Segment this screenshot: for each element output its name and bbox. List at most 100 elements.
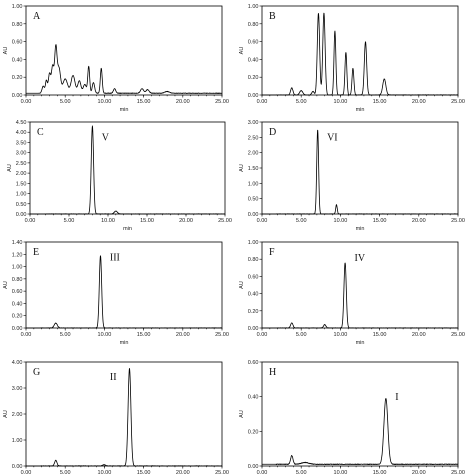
panel-a-x-tick-label: 10.00 bbox=[98, 99, 112, 105]
panel-d: 0.00 5.00 10.00 15.00 20.00 25.00 0.00 0.50 1.00… bbox=[239, 120, 465, 232]
panel-h-x-tick-label: 25.00 bbox=[451, 470, 465, 474]
panel-h-y-axis-title: AU bbox=[239, 410, 245, 418]
panel-e-y-tick-label: 0.20 bbox=[12, 314, 23, 320]
panel-a-x-tick-label: 15.00 bbox=[137, 99, 151, 105]
panel-b-x-axis-title: min bbox=[356, 107, 365, 113]
panel-a: 0.00 5.00 10.00 15.00 20.00 25.00 0.00 0.20 0.40… bbox=[3, 4, 229, 113]
panel-e-y-tick-label: 1.20 bbox=[12, 252, 23, 258]
panel-f-x-tick-label: 20.00 bbox=[412, 332, 426, 338]
panel-d-y-tick-label: 2.50 bbox=[248, 135, 259, 141]
panel-a-x-tick-label: 20.00 bbox=[176, 99, 190, 105]
panel-c-y-axis-title: AU bbox=[7, 164, 13, 172]
panel-f-x-tick-label: 0.00 bbox=[257, 332, 268, 338]
panel-d-x-tick-label: 15.00 bbox=[373, 218, 387, 224]
panel-b-x-tick-label: 15.00 bbox=[373, 99, 387, 105]
panel-b-x-tick-label: 25.00 bbox=[451, 99, 465, 105]
panel-e-y-tick-label: 0.80 bbox=[12, 277, 23, 283]
panel-b-trace bbox=[261, 12, 459, 96]
panel-e-x-tick-label: 25.00 bbox=[215, 332, 229, 338]
panel-d-x-tick-label: 20.00 bbox=[412, 218, 426, 224]
panel-f-y-tick-label: 0.80 bbox=[248, 257, 259, 263]
panel-f-peak-label: IV bbox=[355, 253, 366, 264]
panel-f-y-tick-label: 0.60 bbox=[248, 274, 259, 280]
panel-b-y-tick-label: 0.80 bbox=[248, 22, 259, 28]
panel-h-y-tick-label: 0.40 bbox=[248, 395, 259, 401]
panel-d-y-tick-label: 0.50 bbox=[248, 197, 259, 203]
panel-a-y-tick-label: 0.80 bbox=[12, 22, 23, 28]
panel-a-x-axis-title: min bbox=[120, 107, 129, 113]
panel-e-peak-label: III bbox=[110, 252, 120, 263]
panel-e-x-tick-label: 5.00 bbox=[60, 332, 71, 338]
panel-f-y-tick-label: 0.20 bbox=[248, 309, 259, 315]
panel-c-y-tick-label: 3.00 bbox=[16, 151, 27, 157]
panel-h-trace bbox=[261, 398, 459, 465]
panel-f-x-tick-label: 25.00 bbox=[451, 332, 465, 338]
panel-a-axes-frame bbox=[25, 5, 223, 96]
panel-d-y-axis-title: AU bbox=[239, 164, 245, 172]
panel-c-letter: C bbox=[37, 127, 44, 138]
panel-b-y-tick-label: 0.00 bbox=[248, 93, 259, 99]
panel-c-y-tick-label: 1.50 bbox=[16, 181, 27, 187]
panel-b-y-tick-label: 1.00 bbox=[248, 4, 259, 10]
panel-b-y-tick-label: 0.20 bbox=[248, 75, 259, 81]
panel-d-y-tick-label: 0.00 bbox=[248, 212, 259, 218]
panel-a-y-tick-label: 1.00 bbox=[12, 4, 23, 10]
panel-c-x-tick-label: 5.00 bbox=[64, 218, 75, 224]
panel-a-y-tick-label: 0.40 bbox=[12, 57, 23, 63]
panel-g-trace bbox=[25, 367, 223, 467]
panel-g-peak-label: II bbox=[110, 372, 117, 383]
panel-a-x-tick-label: 0.00 bbox=[21, 99, 32, 105]
panel-e: 0.00 5.00 10.00 15.00 20.00 25.00 0.00 0.20 0.40… bbox=[3, 240, 229, 346]
panel-e-axes-frame bbox=[25, 241, 223, 329]
panel-f-x-tick-label: 10.00 bbox=[334, 332, 348, 338]
panel-g-y-axis-title: AU bbox=[3, 410, 9, 418]
panel-c-y-tick-label: 2.50 bbox=[16, 161, 27, 167]
panel-h-x-tick-label: 20.00 bbox=[412, 470, 426, 474]
panel-h-x-tick-label: 0.00 bbox=[257, 470, 268, 474]
panel-h-axes-frame bbox=[261, 361, 459, 467]
panel-f-y-axis-title: AU bbox=[239, 281, 245, 289]
panel-a-y-tick-label: 0.00 bbox=[12, 93, 23, 99]
panel-d-x-tick-label: 25.00 bbox=[451, 218, 465, 224]
panel-d-x-tick-label: 10.00 bbox=[334, 218, 348, 224]
panel-e-y-tick-label: 1.00 bbox=[12, 265, 23, 271]
panel-b-x-tick-label: 0.00 bbox=[257, 99, 268, 105]
panel-b-letter: B bbox=[269, 11, 276, 22]
panel-e-trace bbox=[25, 255, 223, 329]
panel-g: 0.00 5.00 10.00 15.00 20.00 25.00 0.00 1.00 2.00… bbox=[3, 360, 229, 474]
panel-c-x-tick-label: 20.00 bbox=[179, 218, 193, 224]
panel-c-y-tick-label: 4.50 bbox=[16, 120, 27, 126]
panel-b-y-tick-label: 0.40 bbox=[248, 57, 259, 63]
panel-g-x-tick-label: 25.00 bbox=[215, 470, 229, 474]
panel-c-y-tick-label: 0.50 bbox=[16, 202, 27, 208]
panel-f-y-tick-label: 0.00 bbox=[248, 326, 259, 332]
panel-g-y-tick-label: 0.00 bbox=[12, 464, 23, 470]
panel-c-trace bbox=[29, 125, 226, 215]
panel-c-x-axis-title: min bbox=[123, 226, 132, 232]
panel-b-y-tick-label: 0.60 bbox=[248, 40, 259, 46]
panel-e-x-axis-title: min bbox=[120, 340, 129, 346]
panel-a-y-axis-title: AU bbox=[3, 47, 9, 55]
panel-h-y-tick-label: 0.20 bbox=[248, 429, 259, 435]
panel-g-x-tick-label: 0.00 bbox=[21, 470, 32, 474]
panel-d-trace bbox=[261, 129, 459, 215]
panel-e-y-tick-label: 0.00 bbox=[12, 326, 23, 332]
panel-d-y-tick-label: 1.00 bbox=[248, 181, 259, 187]
panel-e-y-tick-label: 0.60 bbox=[12, 289, 23, 295]
panel-c-peak-label: V bbox=[102, 132, 110, 143]
panel-b-x-tick-label: 5.00 bbox=[296, 99, 307, 105]
panel-c-x-tick-label: 10.00 bbox=[101, 218, 115, 224]
panel-d-x-axis-title: min bbox=[356, 226, 365, 232]
panel-f-trace bbox=[261, 262, 459, 329]
panel-f-letter: F bbox=[269, 247, 275, 258]
panel-d-axes-frame bbox=[261, 121, 459, 215]
panel-c: 0.00 5.00 10.00 15.00 20.00 25.00 0.00 0.50 1.00… bbox=[7, 120, 232, 232]
panel-d-y-tick-label: 2.00 bbox=[248, 151, 259, 157]
panel-d-y-tick-label: 3.00 bbox=[248, 120, 259, 126]
panel-b-x-tick-label: 10.00 bbox=[334, 99, 348, 105]
panel-c-x-tick-label: 15.00 bbox=[140, 218, 154, 224]
panel-g-letter: G bbox=[33, 367, 40, 378]
panel-b: 0.00 5.00 10.00 15.00 20.00 25.00 0.00 0.20 0.40… bbox=[239, 4, 465, 113]
panel-g-y-tick-label: 3.00 bbox=[12, 386, 23, 392]
